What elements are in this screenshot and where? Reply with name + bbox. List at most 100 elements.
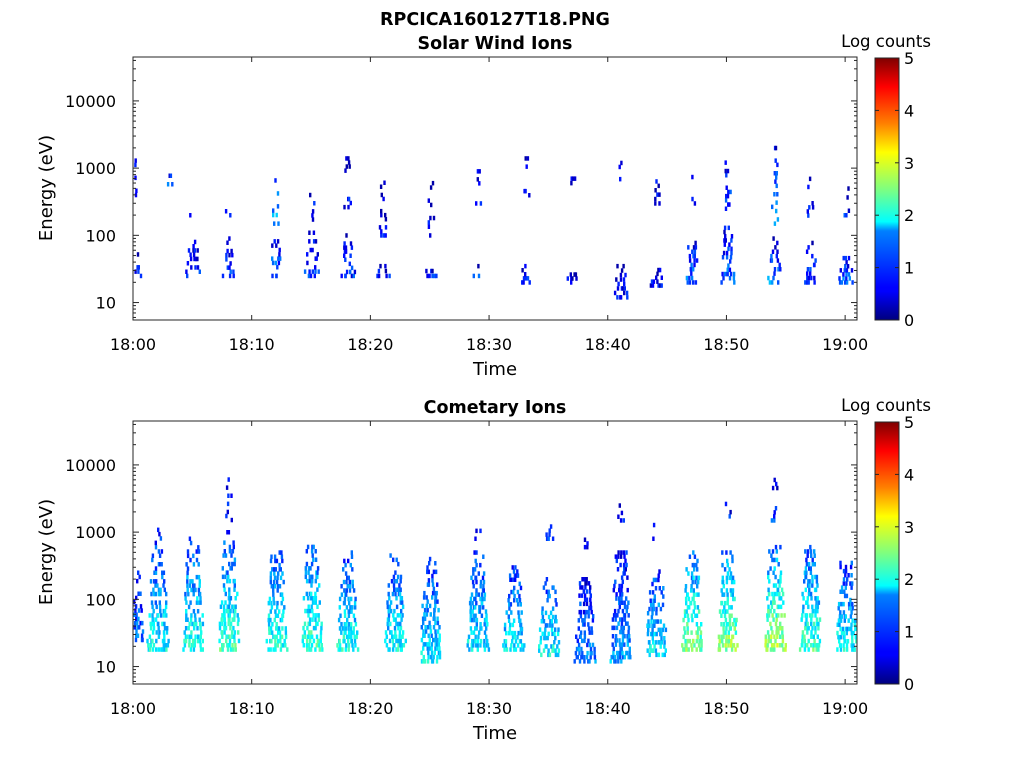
count-cell	[626, 638, 629, 643]
count-cell	[695, 622, 699, 627]
count-cell	[720, 634, 723, 640]
count-cell	[842, 568, 846, 574]
count-cell	[387, 591, 390, 597]
count-cell	[658, 586, 661, 591]
count-cell	[194, 265, 197, 270]
count-cell	[807, 245, 810, 250]
count-cell	[553, 640, 556, 645]
count-cell	[803, 647, 807, 652]
count-cell	[227, 493, 230, 498]
count-cell	[151, 604, 154, 610]
count-cell	[583, 577, 586, 582]
count-cell	[305, 561, 309, 567]
count-cell	[806, 267, 810, 272]
count-cell	[397, 587, 400, 592]
count-cell	[479, 622, 482, 627]
count-cell	[626, 621, 629, 626]
count-cell	[184, 591, 187, 597]
count-cell	[773, 510, 776, 515]
count-cell	[276, 191, 280, 196]
count-cell	[186, 570, 189, 576]
count-cell	[135, 188, 138, 193]
count-cell	[843, 268, 846, 273]
count-cell	[507, 618, 511, 623]
count-cell	[660, 631, 663, 637]
count-cell	[766, 630, 770, 635]
count-cell	[700, 643, 703, 648]
count-cell	[233, 613, 236, 618]
count-cell	[134, 604, 138, 609]
count-cell	[622, 518, 625, 523]
count-cell	[805, 613, 808, 618]
count-cell	[726, 562, 729, 568]
count-cell	[699, 630, 703, 635]
count-cell	[542, 585, 546, 590]
x-axis-ticks: 18:00 18:10 18:20 18:30 18:40 18:50 19:00	[110, 421, 868, 718]
count-cell	[187, 604, 191, 610]
count-cell	[398, 630, 402, 635]
count-cell	[393, 634, 396, 639]
count-cell	[311, 209, 315, 214]
count-cell	[728, 202, 731, 207]
count-cell	[723, 600, 727, 606]
count-cell	[349, 605, 352, 610]
count-cell	[311, 553, 314, 558]
count-cell	[697, 609, 701, 614]
count-cell	[725, 250, 729, 256]
count-cell	[845, 630, 848, 636]
count-cell	[316, 638, 320, 644]
count-cell	[382, 233, 386, 238]
count-cell	[319, 638, 322, 644]
count-cell	[812, 647, 815, 652]
count-cell	[811, 201, 814, 206]
count-cell	[434, 646, 437, 651]
count-cell	[348, 588, 352, 593]
count-cell	[520, 643, 524, 648]
count-cell	[511, 622, 515, 628]
count-cell	[593, 650, 596, 656]
count-cell	[228, 643, 231, 648]
count-cell	[725, 193, 728, 199]
count-cell	[700, 638, 703, 644]
count-cell	[433, 273, 436, 279]
count-cell	[479, 605, 482, 610]
count-cell	[577, 646, 580, 652]
count-cell	[229, 608, 232, 614]
count-cell	[771, 630, 774, 635]
count-cell	[854, 618, 857, 623]
count-cell	[347, 596, 350, 602]
count-cell	[280, 592, 284, 597]
count-cell	[655, 275, 658, 280]
count-cell	[389, 600, 393, 605]
count-cell	[651, 590, 655, 595]
count-cell	[722, 250, 726, 256]
count-cell	[654, 648, 658, 653]
count-cell	[767, 613, 771, 618]
count-cell	[164, 604, 168, 610]
count-cell	[628, 638, 631, 643]
count-cell	[836, 622, 839, 627]
count-cell	[842, 601, 845, 607]
count-cell	[162, 613, 166, 618]
count-cell	[319, 630, 323, 635]
count-cell	[343, 596, 347, 602]
count-cell	[847, 186, 850, 191]
count-cell	[622, 654, 625, 660]
count-cell	[399, 643, 402, 648]
count-cell	[652, 536, 655, 541]
count-cell	[272, 212, 275, 218]
count-cell	[803, 638, 806, 644]
count-cell	[653, 623, 656, 628]
count-cell	[268, 626, 271, 631]
count-cell	[425, 612, 429, 617]
count-cell	[195, 621, 198, 627]
count-cell	[272, 592, 275, 597]
count-cell	[201, 613, 204, 618]
count-cell	[731, 554, 734, 559]
count-cell	[474, 613, 477, 618]
count-cell	[223, 621, 227, 627]
count-cell	[159, 536, 163, 541]
count-cell	[690, 613, 694, 618]
count-cell	[307, 273, 311, 279]
count-cell	[338, 605, 341, 610]
